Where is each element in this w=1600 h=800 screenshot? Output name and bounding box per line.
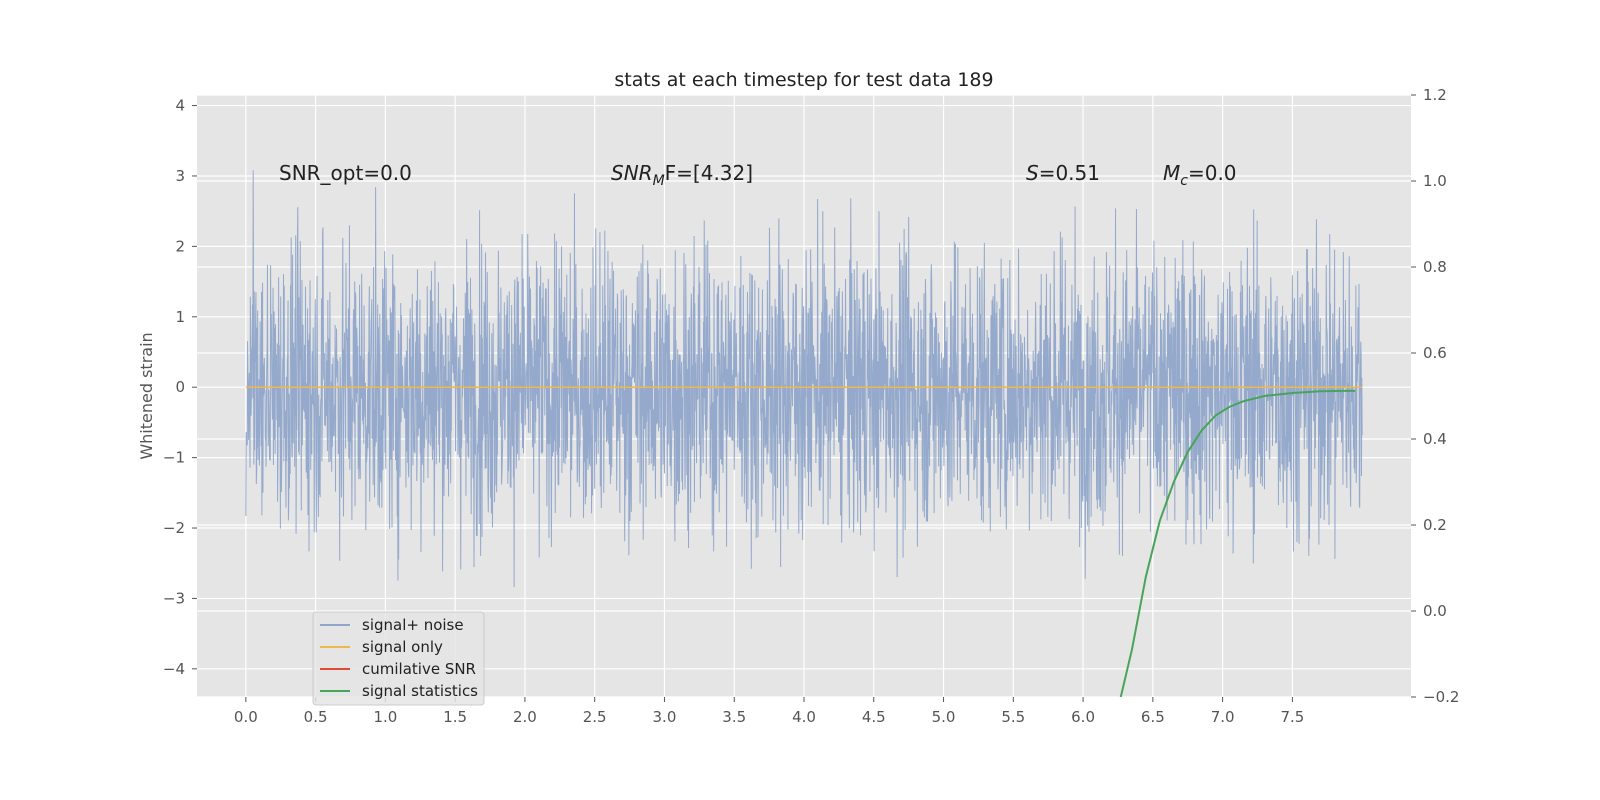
y-tick-label: −2 [163, 519, 185, 537]
x-tick-label: 2.5 [583, 708, 607, 726]
series-signal-statistics [1119, 389, 1356, 697]
x-tick-label: 3.5 [722, 708, 746, 726]
y2-tick-label: 0.8 [1423, 258, 1447, 276]
y-tick-label: 3 [175, 167, 185, 185]
annotation-snr-mf-rest: F=[4.32] [665, 161, 753, 185]
y-tick-label: −3 [163, 589, 185, 607]
y-tick-label: 1 [175, 308, 185, 326]
series-signal-plus-noise [245, 170, 1363, 588]
x-tick-label: 2.0 [513, 708, 537, 726]
annotation-s-rest: =0.51 [1039, 161, 1100, 185]
y2-tick-label: −0.2 [1423, 688, 1459, 706]
annotation-mc-rest: =0.0 [1188, 161, 1237, 185]
y2-axis-ticks: 1.2 1.0 0.8 0.6 0.4 0.2 0.0 −0.2 [1411, 86, 1459, 706]
x-tick-label: 7.5 [1280, 708, 1304, 726]
x-tick-label: 3.0 [653, 708, 677, 726]
annotation-snr-mf-main: SNR [611, 161, 653, 185]
annotation-snr-opt: SNR_opt=0.0 [279, 161, 412, 185]
x-tick-label: 4.0 [792, 708, 816, 726]
y-tick-label: 0 [175, 378, 185, 396]
y2-tick-label: 1.0 [1423, 172, 1447, 190]
x-tick-label: 5.0 [932, 708, 956, 726]
legend-label-signal-statistics: signal statistics [362, 682, 478, 700]
x-tick-label: 1.0 [373, 708, 397, 726]
annotation-mc-var: M [1163, 161, 1180, 185]
y-axis-ticks: 4 3 2 1 0 −1 −2 −3 −4 [163, 97, 197, 678]
x-tick-label: 0.5 [304, 708, 328, 726]
y-tick-label: −1 [163, 449, 185, 467]
annotation-mc: Mc=0.0 [1163, 161, 1237, 189]
x-axis-ticks: 0.0 0.5 1.0 1.5 2.0 2.5 3.0 3.5 4.0 4.5 5.0 5.5 6.0 6… [234, 697, 1304, 726]
y2-tick-label: 0.0 [1423, 602, 1447, 620]
annotation-s: S=0.51 [1026, 161, 1100, 185]
x-tick-label: 1.5 [443, 708, 467, 726]
x-tick-label: 0.0 [234, 708, 258, 726]
chart-title: stats at each timestep for test data 189 [614, 69, 993, 91]
legend: signal+ noise signal only cumilative SNR… [312, 611, 485, 706]
y2-tick-label: 0.6 [1423, 344, 1447, 362]
y-tick-label: 4 [175, 97, 185, 115]
legend-label-cumilative-snr: cumilative SNR [362, 660, 476, 678]
y2-tick-label: 0.2 [1423, 516, 1447, 534]
y-axis-label: Whitened strain [137, 332, 156, 459]
y-tick-label: 2 [175, 237, 185, 255]
x-tick-label: 6.0 [1071, 708, 1095, 726]
annotation-snr-mf-sub: M [653, 173, 665, 189]
annotation-snr-mf: SNRMF=[4.32] [611, 161, 753, 189]
x-tick-label: 5.5 [1001, 708, 1025, 726]
y-tick-label: −4 [163, 660, 185, 678]
x-tick-label: 7.0 [1211, 708, 1235, 726]
legend-frame [312, 611, 485, 706]
legend-label-signal-only: signal only [362, 638, 443, 656]
x-tick-label: 4.5 [862, 708, 886, 726]
annotation-s-var: S [1026, 161, 1039, 185]
series-layer [245, 170, 1363, 697]
y2-tick-label: 1.2 [1423, 86, 1447, 104]
legend-label-signal-plus-noise: signal+ noise [362, 616, 464, 634]
annotation-mc-sub: c [1180, 173, 1188, 189]
y2-tick-label: 0.4 [1423, 430, 1447, 448]
x-tick-label: 6.5 [1141, 708, 1165, 726]
